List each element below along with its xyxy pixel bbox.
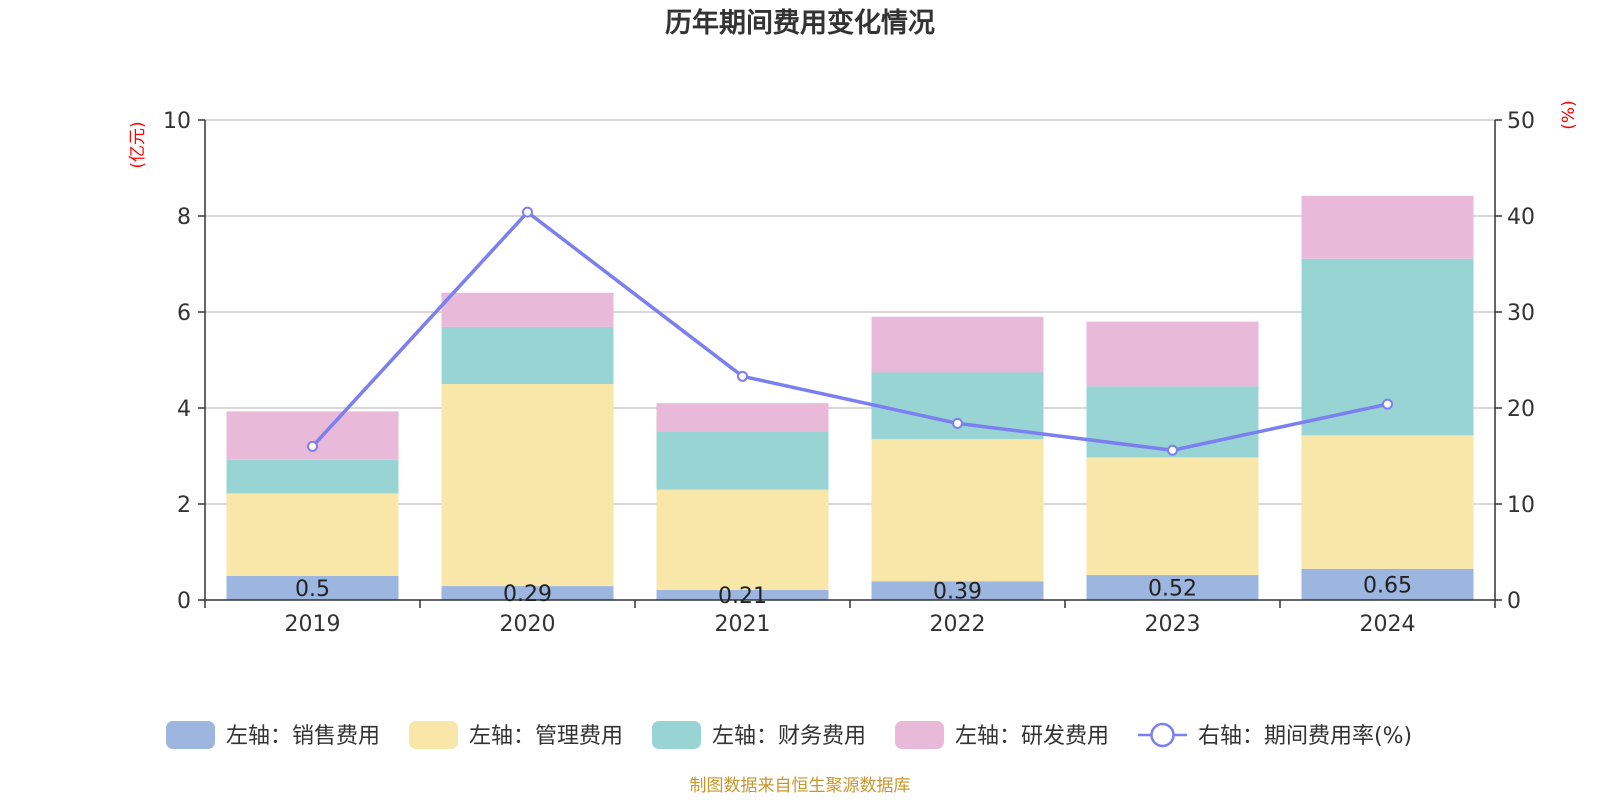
bar-segment bbox=[656, 589, 829, 600]
grid-lines bbox=[205, 119, 1495, 505]
bar-data-label: 0.52 bbox=[1148, 577, 1197, 602]
bar-segment bbox=[1086, 321, 1259, 387]
bar-data-label: 0.29 bbox=[503, 582, 552, 607]
legend-label: 左轴：销售费用 bbox=[226, 724, 380, 749]
bar-segment bbox=[656, 489, 829, 590]
bar-data-label: 0.65 bbox=[1363, 573, 1412, 598]
bar-segment bbox=[226, 411, 399, 460]
legend-swatch bbox=[409, 721, 458, 749]
bar-segment bbox=[656, 432, 829, 490]
legend-label: 左轴：研发费用 bbox=[955, 724, 1109, 749]
right-tick-label: 0 bbox=[1507, 589, 1521, 614]
legend-label: 左轴：管理费用 bbox=[469, 724, 623, 749]
legend-swatch bbox=[895, 721, 944, 749]
legend-marker bbox=[1150, 722, 1175, 748]
line-point bbox=[1382, 398, 1393, 410]
bar-segment bbox=[871, 316, 1044, 373]
right-axis-unit: (%) bbox=[1559, 100, 1579, 129]
axes: 0 2 4 6 8 10 0 10 20 30 40 50 2019 2020 2021 2022 2023 20… bbox=[163, 109, 1535, 637]
x-tick-label: 2020 bbox=[500, 612, 556, 637]
x-tick-label: 2023 bbox=[1145, 612, 1201, 637]
legend-swatch bbox=[166, 721, 215, 749]
x-tick-label: 2024 bbox=[1360, 612, 1416, 637]
right-tick-label: 30 bbox=[1507, 301, 1535, 326]
legend: 左轴：销售费用 左轴：管理费用 左轴：财务费用 左轴：研发费用 右轴：期间费用率(%) bbox=[166, 721, 1412, 749]
left-tick-label: 10 bbox=[163, 109, 191, 134]
source-note: 制图数据来自恒生聚源数据库 bbox=[690, 776, 911, 796]
bar-data-label: 0.39 bbox=[933, 580, 982, 605]
bar-segment bbox=[871, 581, 1044, 600]
bar-data-label: 0.21 bbox=[718, 584, 767, 609]
bar-data-label: 0.5 bbox=[295, 577, 330, 602]
bar-segment bbox=[441, 384, 614, 587]
line-point bbox=[307, 440, 318, 452]
bar-segment bbox=[656, 403, 829, 432]
right-tick-label: 40 bbox=[1507, 205, 1535, 230]
bar-segment bbox=[1086, 457, 1259, 576]
bar-series bbox=[226, 195, 1474, 600]
bar-segment bbox=[1301, 568, 1474, 600]
bar-segment bbox=[1086, 575, 1259, 600]
line-path bbox=[311, 210, 1388, 452]
line-point bbox=[737, 370, 748, 382]
left-tick-label: 8 bbox=[177, 205, 191, 230]
right-tick-label: 20 bbox=[1507, 397, 1535, 422]
bar-segment bbox=[871, 439, 1044, 582]
left-axis-unit: (亿元) bbox=[128, 121, 148, 168]
right-tick-label: 50 bbox=[1507, 109, 1535, 134]
line-point bbox=[1167, 444, 1178, 456]
bar-segment bbox=[441, 326, 614, 384]
left-tick-label: 2 bbox=[177, 493, 191, 518]
x-tick-label: 2021 bbox=[715, 612, 771, 637]
chart-title: 历年期间费用变化情况 bbox=[665, 7, 935, 39]
data-labels: 0.5 0.29 0.21 0.39 0.52 0.65 bbox=[295, 573, 1412, 609]
right-tick-label: 10 bbox=[1507, 493, 1535, 518]
bar-segment bbox=[226, 459, 399, 494]
x-tick-label: 2022 bbox=[930, 612, 986, 637]
bar-segment bbox=[1301, 435, 1474, 569]
bar-segment bbox=[441, 292, 614, 327]
bar-segment bbox=[441, 586, 614, 600]
bar-segment bbox=[226, 576, 399, 600]
line-point bbox=[522, 206, 533, 218]
legend-swatch bbox=[652, 721, 701, 749]
bar-segment bbox=[1301, 195, 1474, 259]
bar-segment bbox=[226, 493, 399, 576]
line-point bbox=[952, 417, 963, 429]
x-tick-label: 2019 bbox=[285, 612, 341, 637]
left-tick-label: 6 bbox=[177, 301, 191, 326]
legend-label: 左轴：财务费用 bbox=[712, 724, 866, 749]
left-tick-label: 0 bbox=[177, 589, 191, 614]
legend-label: 右轴：期间费用率(%) bbox=[1198, 724, 1412, 749]
line-series bbox=[307, 206, 1393, 456]
left-tick-label: 4 bbox=[177, 397, 191, 422]
